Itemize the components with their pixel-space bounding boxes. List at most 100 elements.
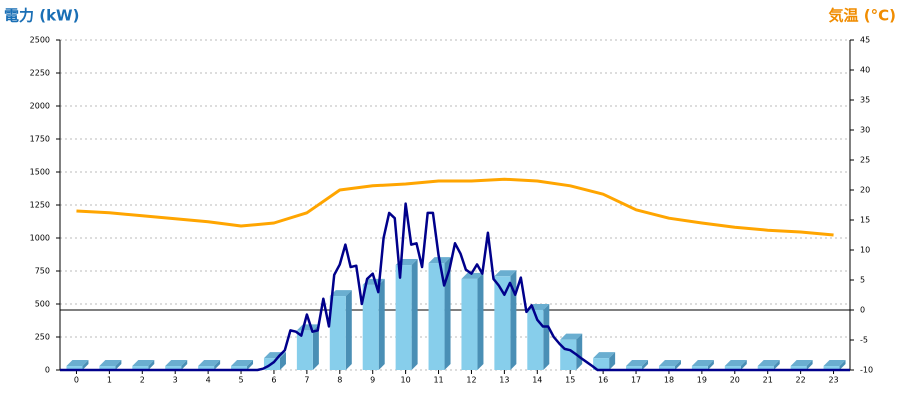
x-tick-label: 22 [796,376,806,385]
y-tick-label: 2250 [30,69,50,78]
bar-top [99,360,122,367]
x-tick-label: 5 [238,376,243,385]
bar-top [790,360,813,367]
bar [428,263,445,370]
y2-tick-label: 30 [860,126,870,135]
y-tick-label: 2500 [30,36,50,45]
x-tick-label: 8 [337,376,342,385]
y-tick-label: 1000 [30,234,50,243]
bar-side [576,333,583,370]
bar-side [609,352,616,370]
bar [527,309,544,370]
bar [165,366,182,370]
bar-side [477,272,484,370]
y-tick-label: 250 [35,333,50,342]
power-line [60,202,850,372]
bar [757,366,774,370]
bar [724,366,741,370]
bar [626,366,643,370]
y-axis-title: 電力 (kW) [4,7,79,25]
bar [823,366,840,370]
bar [461,278,478,370]
y2-tick-label: 25 [860,156,870,165]
x-tick-label: 19 [697,376,707,385]
bar-side [181,360,188,370]
bar-top [823,360,846,367]
bar-top [494,270,517,277]
x-tick-label: 0 [74,376,79,385]
bar [99,366,116,370]
bar-top [560,333,583,340]
bar-top [757,360,780,367]
bar-top [132,360,155,367]
bar [593,358,610,370]
y2-tick-label: 15 [860,216,870,225]
bar-side [674,360,681,370]
bar-side [279,352,286,370]
x-tick-label: 12 [466,376,476,385]
bar-top [724,360,747,367]
bar-side [411,259,418,370]
bar-top [329,290,352,297]
x-tick-label: 1 [107,376,112,385]
y-tick-label: 1500 [30,168,50,177]
y2-tick-label: -5 [860,336,868,345]
bar-top [231,360,254,367]
bar [560,339,577,370]
bar-top [461,272,484,279]
y2-tick-label: 0 [860,306,865,315]
y-tick-label: 500 [35,300,50,309]
bar [790,366,807,370]
bar-side [773,360,780,370]
x-tick-label: 11 [433,376,443,385]
bar-side [806,360,813,370]
x-tick-label: 16 [598,376,608,385]
x-tick-label: 17 [631,376,641,385]
bar-side [345,290,352,370]
bar [691,366,708,370]
bar-side [707,360,714,370]
bar [198,366,215,370]
y2-tick-label: 40 [860,66,870,75]
bar-side [148,360,155,370]
bar-side [444,257,451,370]
bar-side [82,360,89,370]
bar [132,366,149,370]
x-tick-label: 18 [664,376,674,385]
bar-top [626,360,649,367]
bar-side [247,360,254,370]
x-tick-label: 6 [271,376,276,385]
bar-side [115,360,122,370]
bar-top [593,352,616,359]
y2-axis-title: 気温 (°C) [829,7,896,25]
y2-tick-label: 45 [860,36,870,45]
bar [66,366,83,370]
bar-side [378,278,385,370]
bar-top [658,360,681,367]
bar-top [165,360,188,367]
bar-side [839,360,846,370]
x-tick-label: 23 [828,376,838,385]
x-tick-label: 2 [140,376,145,385]
bar-top [691,360,714,367]
x-tick-label: 4 [206,376,211,385]
y-tick-label: 1250 [30,201,50,210]
bar [362,284,379,370]
bar-top [66,360,89,367]
x-tick-label: 15 [565,376,575,385]
y-tick-label: 2000 [30,102,50,111]
x-tick-label: 20 [730,376,740,385]
bar [658,366,675,370]
bar-top [198,360,221,367]
x-tick-label: 7 [304,376,309,385]
y2-tick-label: 20 [860,186,870,195]
bar-side [740,360,747,370]
x-tick-label: 14 [532,376,542,385]
x-tick-label: 3 [173,376,178,385]
bar [231,366,248,370]
y-tick-label: 750 [35,267,50,276]
bar-side [642,360,649,370]
bar-side [543,303,550,370]
x-tick-label: 9 [370,376,375,385]
